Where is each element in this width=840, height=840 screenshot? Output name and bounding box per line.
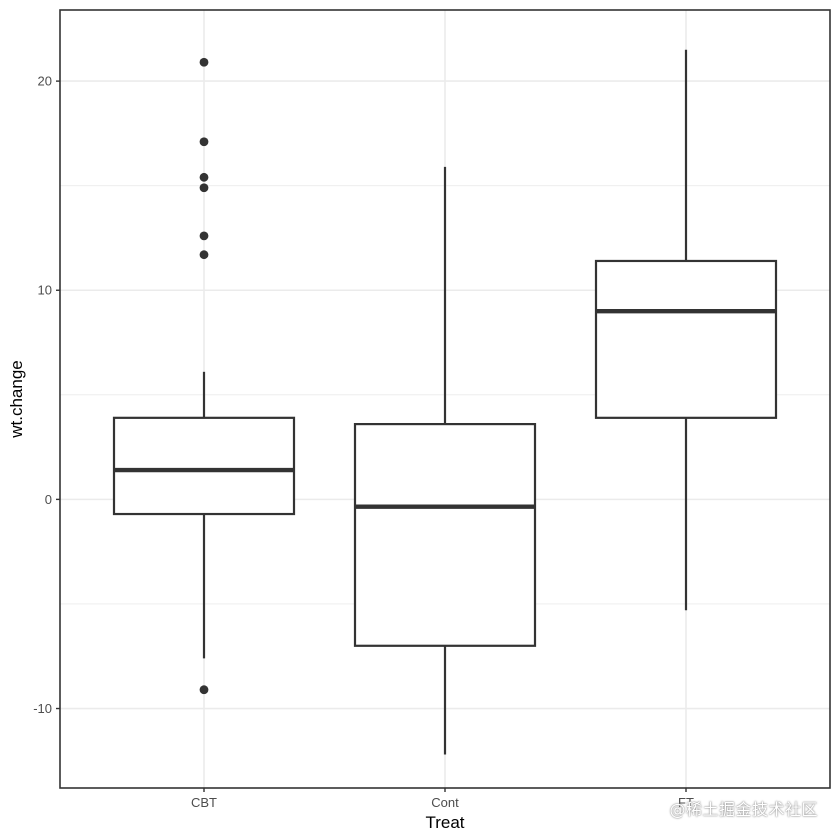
box-body xyxy=(112,416,296,516)
box-body xyxy=(353,422,537,647)
y-axis-title: wt.change xyxy=(7,360,26,439)
x-axis-title: Treat xyxy=(425,813,464,832)
box-cont xyxy=(353,166,537,755)
outlier-point xyxy=(199,183,209,193)
outlier-point xyxy=(199,231,209,241)
x-axis: CBT Cont FT xyxy=(191,788,694,810)
outlier-point xyxy=(199,57,209,67)
box-ft xyxy=(594,49,778,611)
box-cbt xyxy=(112,57,296,695)
outlier-point xyxy=(199,685,209,695)
x-tick-label: CBT xyxy=(191,795,217,810)
outlier-point xyxy=(199,250,209,260)
y-tick-label: -10 xyxy=(33,701,52,716)
x-tick-label: FT xyxy=(678,795,694,810)
x-tick-label: Cont xyxy=(431,795,459,810)
box-body xyxy=(594,259,778,419)
outlier-point xyxy=(199,137,209,147)
y-axis: -10 0 10 20 xyxy=(33,74,60,716)
outlier-point xyxy=(199,172,209,182)
y-tick-label: 0 xyxy=(45,492,52,507)
y-tick-label: 10 xyxy=(38,283,52,298)
y-tick-label: 20 xyxy=(38,74,52,89)
watermark: @稀土掘金技术社区 xyxy=(669,800,818,819)
boxes-layer xyxy=(112,49,778,755)
